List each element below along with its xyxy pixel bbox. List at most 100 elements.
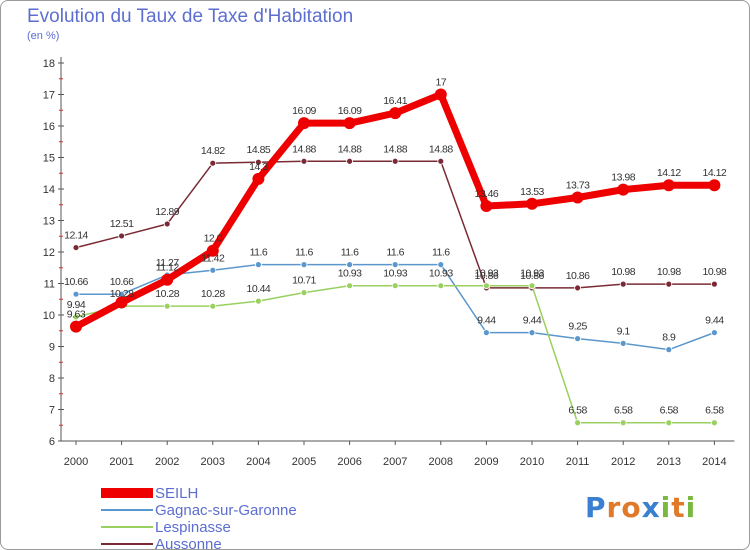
y-tick-label: 15 [43, 153, 55, 165]
line-chart: 6 7 8 9 10 11 12 13 14 15 16 17 18 2000 2001 2002 2003 20… [43, 57, 735, 468]
data-label: 11.27 [156, 257, 180, 269]
data-point [434, 88, 447, 101]
legend-swatch [101, 543, 153, 545]
data-point [391, 261, 399, 269]
data-point [662, 179, 675, 192]
data-point [300, 289, 308, 297]
data-label: 9.44 [477, 315, 496, 327]
data-point [300, 261, 308, 269]
data-label: 8.9 [662, 332, 676, 344]
data-point [254, 158, 262, 166]
chart-subtitle: (en %) [27, 30, 60, 42]
proxiti-logo: Proxiti [585, 491, 696, 524]
data-point [70, 320, 82, 333]
data-label: 14.12 [657, 167, 681, 179]
data-point [391, 282, 399, 290]
data-label: 9.25 [568, 321, 587, 333]
y-tick-label: 17 [43, 90, 55, 102]
data-point [526, 197, 538, 210]
data-label: 14.3 [249, 161, 268, 173]
y-tick-label: 12 [43, 247, 55, 259]
data-label: 13.98 [611, 172, 635, 184]
legend-label: Gagnac-sur-Garonne [155, 502, 297, 519]
data-point [528, 282, 536, 290]
data-point [252, 172, 265, 185]
data-point [574, 284, 581, 292]
data-point [437, 157, 445, 165]
data-label: 14.88 [338, 143, 362, 155]
data-point [254, 297, 262, 305]
data-label: 14.88 [383, 143, 407, 155]
data-point [619, 339, 627, 347]
data-point [209, 159, 217, 167]
data-point [437, 261, 445, 269]
data-label: 11.6 [386, 247, 404, 259]
data-point [389, 107, 402, 120]
data-point [346, 157, 354, 165]
data-label: 14.88 [292, 143, 316, 155]
data-label: 14.12 [703, 167, 727, 179]
y-tick-label: 10 [43, 310, 55, 322]
data-label: 10.66 [64, 276, 88, 288]
data-label: 13.46 [475, 188, 499, 200]
data-point [163, 220, 171, 228]
legend-label: Lespinasse [155, 519, 231, 536]
data-point [711, 329, 718, 337]
x-tick-label: 2012 [611, 456, 635, 468]
data-label: 9.44 [705, 315, 724, 327]
data-label: 11.42 [201, 252, 225, 264]
data-label: 10.66 [110, 276, 134, 288]
data-label: 12.14 [64, 230, 88, 242]
data-label: 10.86 [475, 270, 499, 282]
data-label: 12.0 [204, 233, 223, 245]
x-tick-label: 2009 [474, 456, 498, 468]
data-label: 11.6 [250, 247, 268, 259]
data-label: 10.98 [703, 266, 727, 278]
logo-letter: t [671, 491, 686, 524]
data-label: 11.12 [156, 262, 180, 274]
data-point [482, 282, 490, 290]
data-label: 9.63 [67, 309, 86, 321]
x-tick-label: 2008 [429, 456, 453, 468]
x-tick-label: 2007 [383, 456, 407, 468]
data-point [528, 329, 536, 337]
data-label: 10.44 [247, 283, 271, 295]
x-tick-label: 2013 [657, 456, 681, 468]
data-label: 10.98 [611, 266, 635, 278]
y-tick-label: 13 [43, 216, 55, 228]
logo-letter: P [585, 491, 607, 524]
y-tick-label: 14 [43, 184, 55, 196]
data-point [571, 191, 584, 204]
data-label: 9.94 [67, 299, 86, 311]
data-point [118, 232, 125, 240]
data-point [482, 329, 490, 337]
data-label: 10.71 [292, 275, 316, 287]
y-tick-label: 7 [49, 405, 55, 417]
x-tick-label: 2002 [155, 456, 179, 468]
data-label: 17 [435, 77, 446, 89]
logo-letter: x [641, 491, 661, 524]
data-point [209, 302, 217, 310]
data-point [574, 419, 581, 427]
data-label: 12.89 [155, 206, 179, 218]
data-labels: 9.63 11.12 12.0 14.3 16.09 16.09 16.41 17 13.46 1… [64, 77, 727, 417]
data-point [161, 273, 174, 286]
x-tick-label: 2000 [64, 456, 88, 468]
data-label: 6.58 [705, 405, 724, 417]
data-label: 11.6 [341, 247, 359, 259]
data-label: 14.85 [247, 144, 271, 156]
data-label: 10.86 [566, 270, 590, 282]
data-label: 10.86 [520, 270, 544, 282]
axes: 6 7 8 9 10 11 12 13 14 15 16 17 18 2000 2001 2002 2003 20… [43, 57, 735, 468]
data-label: 10.28 [155, 288, 179, 300]
legend-label: Aussonne [155, 536, 222, 550]
data-point [163, 302, 171, 310]
data-point [711, 280, 718, 288]
x-tick-label: 2011 [566, 456, 590, 468]
logo-letter: i [685, 491, 697, 524]
data-label: 10.98 [657, 266, 681, 278]
data-label: 6.58 [568, 405, 587, 417]
data-label: 14.88 [429, 143, 453, 155]
legend-swatch [101, 509, 153, 511]
legend-label: SEILH [155, 485, 199, 502]
